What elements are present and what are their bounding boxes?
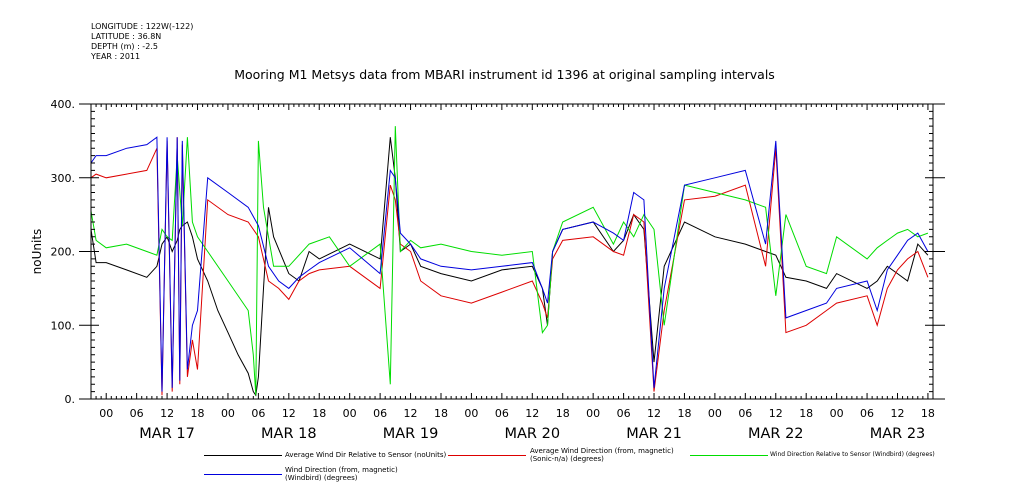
x-tick-label: 12 [890, 407, 904, 420]
x-tick-label: 12 [160, 407, 174, 420]
x-tick-label: 18 [191, 407, 205, 420]
x-day-label: MAR 22 [748, 426, 804, 442]
x-tick-label: 18 [677, 407, 691, 420]
y-tick-label: 100. [51, 319, 76, 332]
x-tick-label: 12 [525, 407, 539, 420]
x-tick-label: 00 [586, 407, 600, 420]
x-tick-label: 00 [830, 407, 844, 420]
x-tick-label: 18 [556, 407, 570, 420]
series-line-3 [91, 136, 929, 392]
x-tick-label: 06 [373, 407, 387, 420]
x-day-label: MAR 18 [261, 426, 317, 442]
longitude-text: LONGITUDE : 122W(-122) [91, 22, 194, 31]
legend-swatch-blue [204, 474, 282, 475]
x-tick-label: 12 [282, 407, 296, 420]
x-tick-label: 12 [647, 407, 661, 420]
x-tick-label: 06 [617, 407, 631, 420]
legend-swatch-black [204, 455, 282, 456]
y-tick-label: 300. [51, 172, 76, 185]
chart-title: Mooring M1 Metsys data from MBARI instru… [234, 67, 775, 82]
x-tick-label: 18 [799, 407, 813, 420]
x-tick-label: 06 [738, 407, 752, 420]
y-axis-label: noUnits [30, 229, 44, 275]
x-day-label: MAR 17 [139, 426, 195, 442]
legend-swatch-red [448, 455, 526, 456]
x-tick-label: 06 [130, 407, 144, 420]
y-tick-label: 0. [65, 393, 76, 406]
y-tick-label: 200. [51, 246, 76, 259]
x-day-label: MAR 20 [505, 426, 561, 442]
x-day-label: MAR 23 [870, 426, 926, 442]
series-line-2 [91, 126, 929, 396]
legend-label-red-text: Average Wind Direction (from, magnetic) … [530, 447, 674, 463]
x-day-label: MAR 19 [383, 426, 439, 442]
x-tick-label: 12 [404, 407, 418, 420]
x-tick-label: 00 [708, 407, 722, 420]
x-tick-label: 00 [464, 407, 478, 420]
x-tick-label: 00 [99, 407, 113, 420]
x-tick-label: 18 [921, 407, 935, 420]
x-tick-label: 06 [860, 407, 874, 420]
x-tick-label: 00 [221, 407, 235, 420]
x-tick-label: 06 [251, 407, 265, 420]
x-tick-label: 12 [769, 407, 783, 420]
latitude-text: LATITUDE : 36.8N [91, 32, 162, 41]
x-tick-label: 00 [343, 407, 357, 420]
series-line-1 [91, 137, 929, 396]
legend-swatch-green [690, 455, 768, 456]
y-tick-label: 400. [51, 98, 76, 111]
x-day-label: MAR 21 [626, 426, 682, 442]
depth-text: DEPTH (m) : -2.5 [91, 42, 158, 51]
series-line-0 [91, 137, 929, 397]
legend-label-blue: Wind Direction (from, magnetic) (Windbir… [285, 466, 435, 482]
legend-label-green: Wind Direction Relative to Sensor (Windb… [770, 451, 935, 458]
x-tick-label: 18 [312, 407, 326, 420]
legend-label-red: Average Wind Direction (from, magnetic) … [530, 447, 680, 463]
legend-label-blue-text: Wind Direction (from, magnetic) (Windbir… [285, 466, 398, 482]
x-tick-label: 18 [434, 407, 448, 420]
x-tick-label: 06 [495, 407, 509, 420]
year-text: YEAR : 2011 [91, 52, 141, 61]
legend-label-black: Average Wind Dir Relative to Sensor (noU… [285, 451, 447, 459]
metadata-block: LONGITUDE : 122W(-122) LATITUDE : 36.8N … [91, 22, 193, 62]
plot-frame [90, 103, 934, 400]
